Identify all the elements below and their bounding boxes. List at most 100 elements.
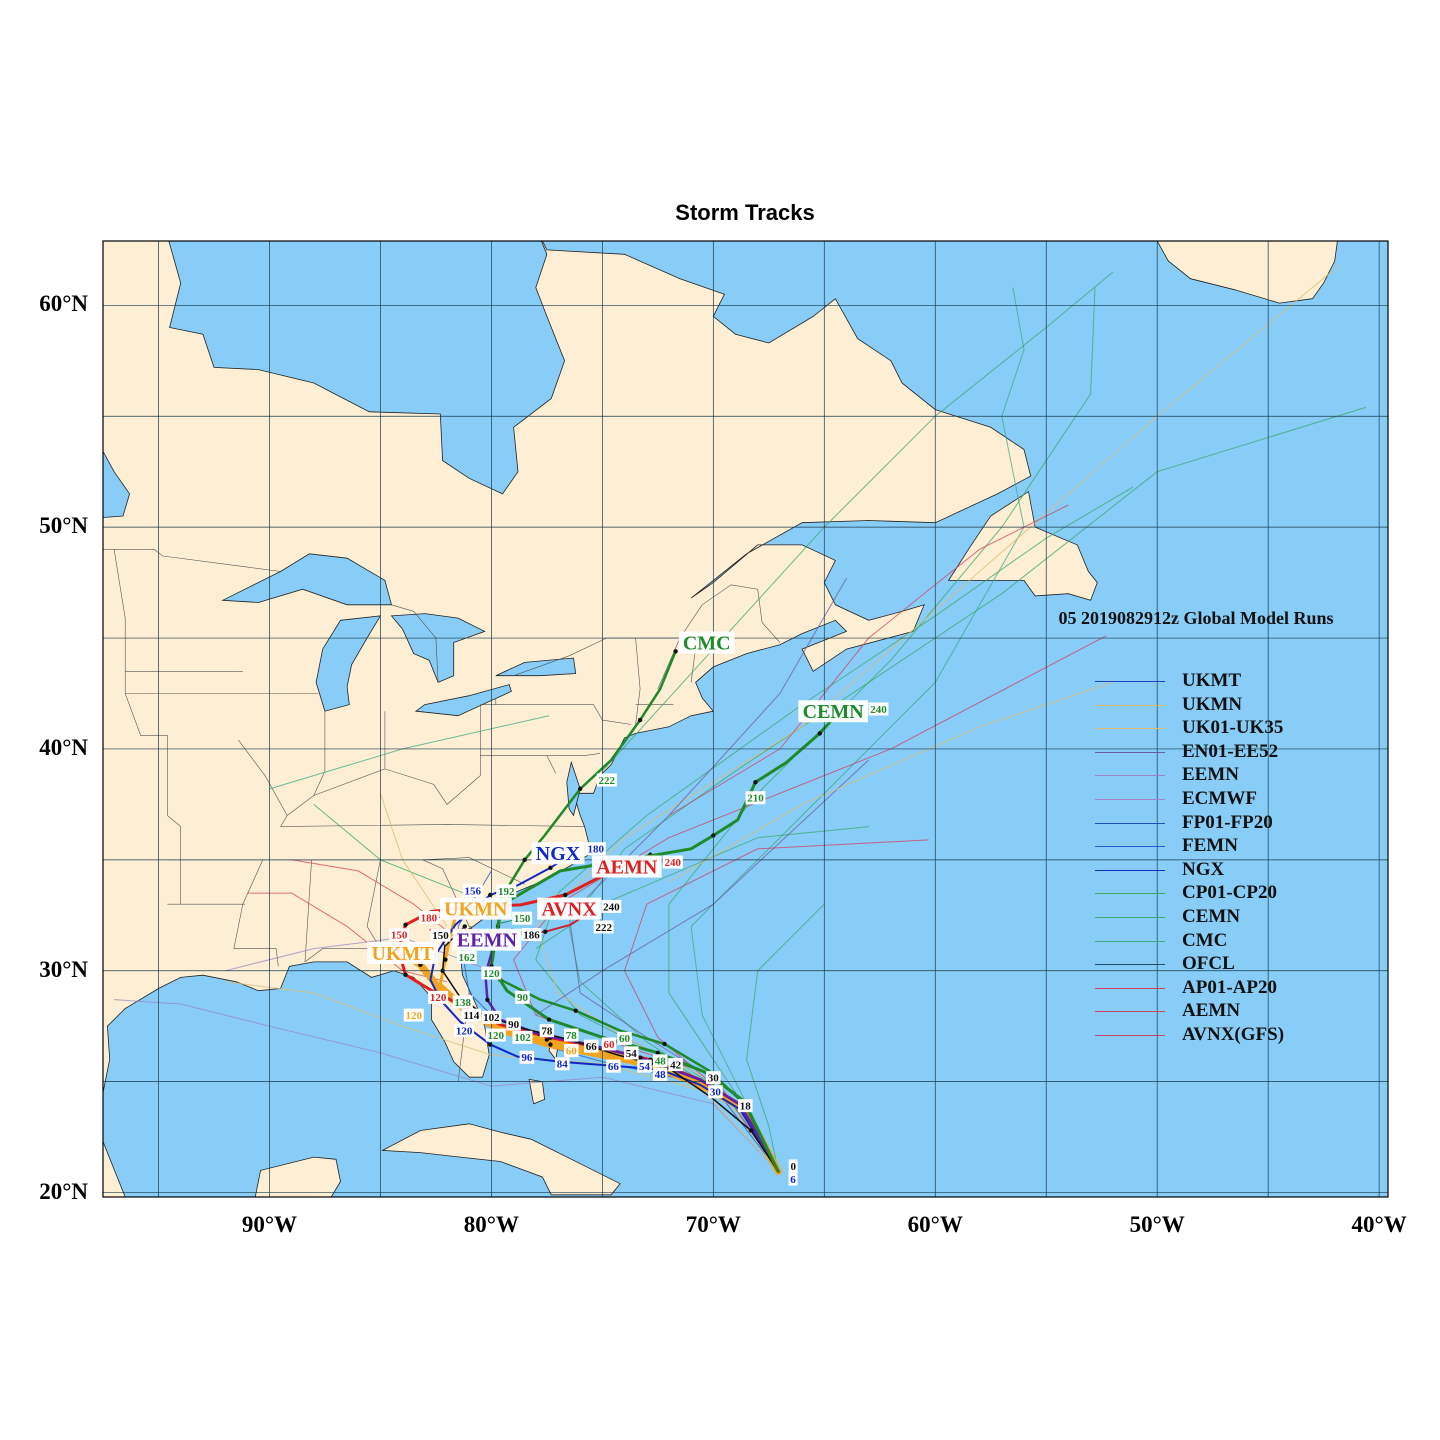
legend-entry: EN01-EE52	[1095, 741, 1355, 763]
forecast-hour-label-box	[745, 791, 766, 805]
legend-swatch-line	[1095, 775, 1165, 777]
legend-label: ECMWF	[1182, 788, 1257, 809]
forecast-hour-label-box	[788, 1172, 798, 1186]
legend-label: CEMN	[1182, 906, 1241, 927]
greenland-land	[1156, 241, 1338, 304]
forecast-hour-label: 60	[619, 1033, 631, 1045]
legend-swatch-line	[1095, 1035, 1165, 1036]
legend-entry: AP01-AP20	[1095, 977, 1355, 999]
political-border	[657, 637, 681, 690]
model-label-cmc: CMC	[683, 633, 731, 655]
track-point-marker	[638, 1055, 643, 1060]
forecast-hour-label: 30	[710, 1087, 722, 1099]
ensemble-track-line	[535, 486, 1134, 1172]
political-border	[304, 948, 379, 963]
political-border	[103, 548, 281, 572]
forecast-hour-label-box	[653, 1054, 668, 1068]
hudson-bay	[168, 241, 566, 495]
forecast-hour-label: 150	[391, 930, 408, 942]
forecast-hour-label: 54	[626, 1048, 638, 1060]
legend-entry: OFCL	[1095, 953, 1355, 975]
model-label-ukmn-box	[439, 897, 512, 920]
legend-entry: AVNX(GFS)	[1095, 1024, 1355, 1046]
legend-entry: FEMN	[1095, 835, 1355, 857]
forecast-hour-label: 156	[465, 886, 482, 898]
legend-label: FP01-FP20	[1182, 811, 1273, 833]
lat-tick-label: 40°N	[39, 734, 88, 760]
forecast-hour-label-box	[452, 995, 473, 1009]
legend-title: 05 2019082912z Global Model Runs	[1058, 608, 1334, 628]
forecast-hour-label: 90	[517, 992, 529, 1004]
track-point-marker	[488, 892, 493, 898]
legend-swatch-line	[1095, 799, 1165, 800]
track-point-marker	[488, 1042, 493, 1047]
forecast-hour-label-box	[708, 1085, 723, 1099]
legend-label: AVNX(GFS)	[1182, 1024, 1285, 1045]
political-border	[280, 824, 585, 827]
model-label-aemn: AEMN	[596, 857, 658, 879]
political-border	[313, 711, 326, 796]
map-labels: CMC CEMN NGX AEMN AVNX UKMN EEMN UKMT 06 18 30 30 42…	[367, 631, 889, 1186]
forecast-hour-label: 48	[655, 1069, 667, 1081]
lon-tick-label: 70°W	[685, 1212, 741, 1237]
forecast-hour-label-box	[596, 773, 617, 787]
legend-swatch-line	[1095, 728, 1165, 730]
lake-michigan	[315, 615, 382, 712]
forecast-hour-label-box	[601, 899, 622, 913]
legend-entry: ECMWF	[1095, 788, 1355, 810]
model-label-avnx: AVNX	[541, 899, 597, 921]
forecast-hour-label: 240	[603, 901, 620, 913]
map-area	[103, 241, 1388, 1197]
map-frame	[102, 240, 1389, 1198]
legend-swatch-line	[1095, 940, 1165, 942]
forecast-hour-label-box	[462, 884, 483, 898]
forecast-hour-label: 162	[459, 952, 476, 964]
forecast-hour-label-box	[519, 1050, 535, 1064]
forecast-hour-label-box	[515, 990, 530, 1004]
lake-superior	[221, 553, 393, 606]
legend-entry: UKMN	[1095, 694, 1355, 716]
political-border	[513, 584, 781, 676]
track-point-marker	[485, 997, 490, 1003]
model-label-eemn-box	[452, 928, 522, 951]
forecast-hour-label-box	[617, 1031, 632, 1045]
legend-label: CP01-CP20	[1182, 882, 1277, 904]
yucatan-land	[254, 1156, 341, 1197]
political-border	[233, 859, 279, 967]
legend-swatch-line	[1095, 681, 1165, 682]
forecast-hour-label: 180	[421, 912, 438, 924]
ensemble-track-line	[513, 635, 1107, 1172]
forecast-hour-label-box	[584, 1039, 599, 1053]
track-point-marker	[662, 1041, 667, 1047]
legend-swatch-line	[1095, 893, 1165, 895]
political-border	[422, 857, 525, 885]
political-border	[422, 859, 472, 927]
track-point-marker	[563, 892, 568, 898]
forecast-hour-label-box	[521, 928, 542, 942]
forecast-hour-label: 66	[586, 1041, 598, 1053]
legend-label: EEMN	[1182, 764, 1239, 786]
lon-tick-label: 90°W	[241, 1212, 298, 1237]
forecast-hour-label: 54	[639, 1061, 651, 1073]
model-label-cmc-box	[678, 631, 735, 654]
forecast-hour-label-box	[485, 1028, 506, 1042]
legend-label: AEMN	[1182, 1000, 1241, 1022]
ensemble-track-line	[114, 999, 779, 1172]
political-border	[480, 753, 601, 756]
model-label-ngx: NGX	[536, 843, 581, 865]
model-label-avnx-box	[537, 897, 601, 920]
legend-label: UK01-UK35	[1182, 717, 1284, 739]
forecast-hour-label: 150	[514, 913, 531, 925]
forecast-hour-label: 60	[566, 1046, 578, 1058]
model-label-eemn: EEMN	[457, 930, 518, 952]
model-label-ngx-box	[531, 842, 585, 865]
north-america-land	[103, 241, 1032, 1197]
lat-tick-label: 50°N	[39, 513, 88, 539]
model-label-aemn-box	[591, 855, 662, 878]
legend-label: AP01-AP20	[1182, 976, 1277, 998]
model-label-ukmt: UKMT	[371, 943, 434, 965]
lake-ontario	[495, 657, 577, 677]
model-label-ukmn: UKMN	[444, 899, 508, 921]
legend-swatch-line	[1095, 917, 1165, 918]
track-point-marker	[462, 924, 467, 929]
